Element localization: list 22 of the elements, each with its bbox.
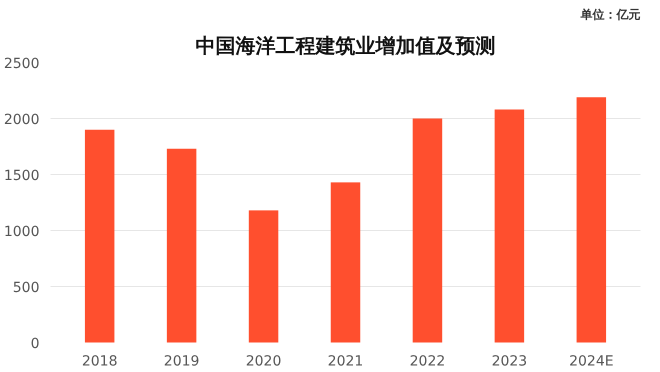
- bar: [576, 97, 606, 342]
- bar: [494, 110, 524, 342]
- x-tick-label: 2024E: [569, 354, 614, 370]
- bar: [412, 118, 442, 342]
- text: 单位：亿元: [580, 8, 640, 22]
- x-tick-label: 2022: [410, 354, 446, 370]
- chart-title: 中国海洋工程建筑业增加值及预测: [196, 34, 496, 58]
- bar: [84, 130, 114, 342]
- x-tick-label: 2021: [328, 354, 364, 370]
- x-tick-label: 2019: [164, 354, 200, 370]
- y-tick-label: 1500: [4, 168, 40, 184]
- x-tick-label: 2020: [246, 354, 282, 370]
- y-tick-label: 2500: [4, 56, 40, 72]
- x-tick-label: 2023: [492, 354, 528, 370]
- y-tick-label: 2000: [4, 112, 40, 128]
- bar: [166, 148, 196, 342]
- y-tick-label: 500: [12, 280, 40, 296]
- y-tick-label: 1000: [4, 224, 40, 240]
- y-tick-label: 0: [30, 336, 40, 352]
- bar: [330, 182, 360, 342]
- x-tick-label: 2018: [82, 354, 118, 370]
- bar: [248, 210, 278, 342]
